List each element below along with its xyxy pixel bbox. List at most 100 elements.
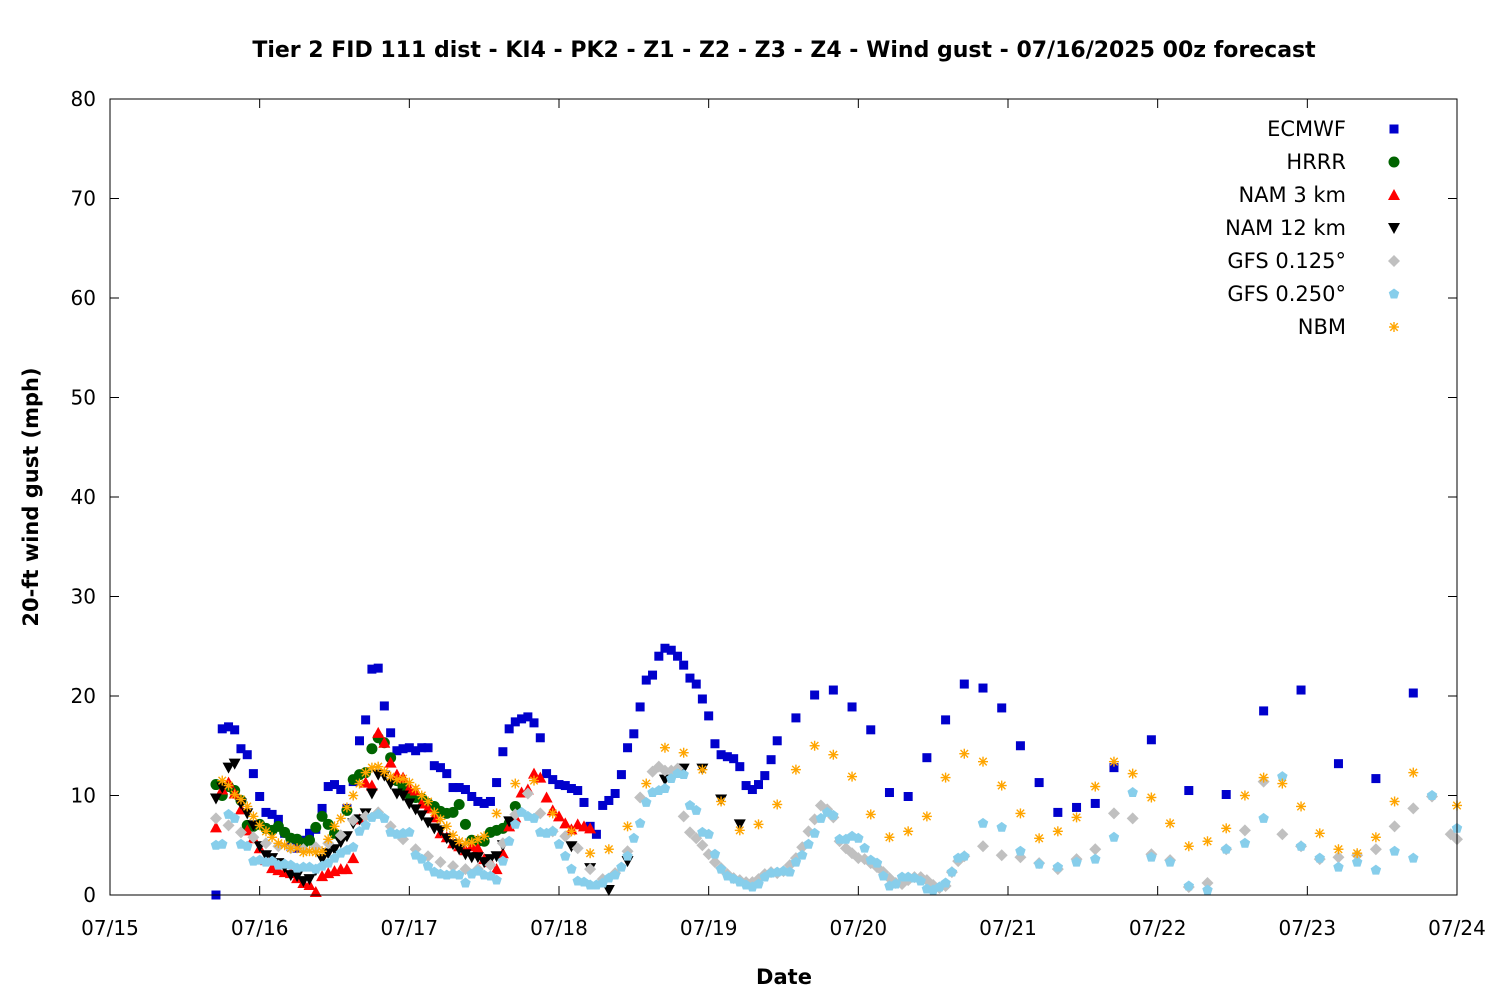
data-point: [790, 764, 801, 775]
chart-title: Tier 2 FID 111 dist - KI4 - PK2 - Z1 - Z…: [252, 38, 1316, 63]
data-point: [1351, 856, 1363, 867]
data-point: [316, 854, 329, 866]
data-point: [977, 817, 989, 828]
data-point: [328, 844, 341, 856]
series-ecmwf: [211, 643, 1418, 900]
data-point: [397, 790, 410, 802]
data-point: [691, 679, 701, 689]
data-point: [641, 796, 652, 807]
data-point: [441, 821, 452, 832]
data-point: [304, 834, 316, 846]
data-point: [303, 874, 316, 886]
data-point: [323, 834, 334, 845]
data-point: [560, 781, 570, 791]
data-point: [229, 789, 240, 800]
data-point: [941, 715, 951, 725]
data-point: [453, 798, 465, 810]
data-point: [1239, 837, 1251, 848]
data-point: [392, 746, 402, 756]
data-point: [415, 810, 428, 822]
data-point: [1126, 812, 1139, 825]
data-point: [379, 701, 389, 711]
x-tick-label: 07/19: [680, 916, 738, 940]
data-point: [479, 831, 490, 842]
data-point: [224, 722, 234, 732]
y-tick-label: 40: [71, 485, 96, 509]
data-point: [304, 846, 315, 857]
data-point: [1015, 845, 1026, 856]
data-point: [753, 819, 764, 830]
data-point: [828, 809, 839, 820]
data-point: [648, 670, 658, 680]
data-point: [610, 789, 620, 799]
y-tick-label: 80: [71, 87, 96, 111]
data-point: [678, 747, 689, 758]
data-point: [733, 819, 746, 831]
data-point: [229, 812, 240, 823]
data-point: [490, 851, 503, 863]
data-point: [210, 779, 222, 791]
data-point: [404, 743, 414, 753]
data-point: [1109, 763, 1119, 773]
data-point: [471, 842, 484, 854]
data-point: [492, 778, 502, 788]
data-point: [521, 787, 534, 800]
data-point: [347, 841, 359, 852]
data-point: [866, 725, 876, 735]
data-point: [796, 849, 808, 860]
data-point: [1258, 772, 1269, 783]
data-point: [341, 802, 352, 813]
x-tick-label: 07/18: [530, 916, 588, 940]
data-point: [747, 785, 757, 795]
data-point: [217, 724, 227, 734]
data-point: [1221, 790, 1231, 800]
data-point: [1389, 845, 1400, 856]
data-point: [317, 803, 327, 813]
data-point: [316, 870, 329, 882]
data-point: [628, 832, 640, 843]
data-point: [735, 762, 745, 772]
data-point: [223, 780, 234, 791]
data-point: [330, 780, 339, 790]
data-point: [528, 767, 541, 779]
data-point: [316, 810, 328, 822]
data-point: [305, 828, 315, 838]
data-point: [334, 829, 347, 842]
data-point: [871, 857, 883, 868]
data-point: [540, 791, 553, 803]
x-tick-label: 07/17: [381, 916, 439, 940]
data-point: [404, 826, 415, 837]
data-point: [1033, 858, 1045, 869]
data-point: [560, 850, 571, 861]
data-point: [623, 743, 633, 753]
data-point: [847, 702, 857, 712]
data-point: [1371, 774, 1381, 784]
data-point: [448, 830, 459, 841]
legend-marker: [1388, 288, 1400, 299]
data-point: [978, 756, 989, 767]
plot-area: [209, 643, 1463, 900]
data-point: [865, 809, 876, 820]
data-point: [429, 807, 440, 818]
data-point: [422, 860, 434, 871]
data-point: [609, 869, 621, 880]
data-point: [1408, 852, 1419, 863]
data-point: [853, 832, 864, 843]
data-point: [529, 775, 540, 786]
data-point: [584, 863, 597, 876]
data-point: [598, 800, 608, 810]
data-point: [622, 821, 633, 832]
data-point: [784, 866, 796, 877]
data-point: [903, 826, 914, 837]
data-point: [710, 739, 720, 749]
data-point: [1296, 801, 1307, 812]
y-tick-label: 50: [71, 386, 96, 410]
data-point: [760, 771, 770, 781]
data-point: [422, 817, 435, 829]
data-point: [1352, 848, 1363, 859]
data-point: [1407, 802, 1420, 815]
data-point: [884, 832, 895, 843]
data-point: [734, 825, 745, 836]
data-point: [591, 829, 601, 839]
data-point: [1370, 864, 1382, 875]
